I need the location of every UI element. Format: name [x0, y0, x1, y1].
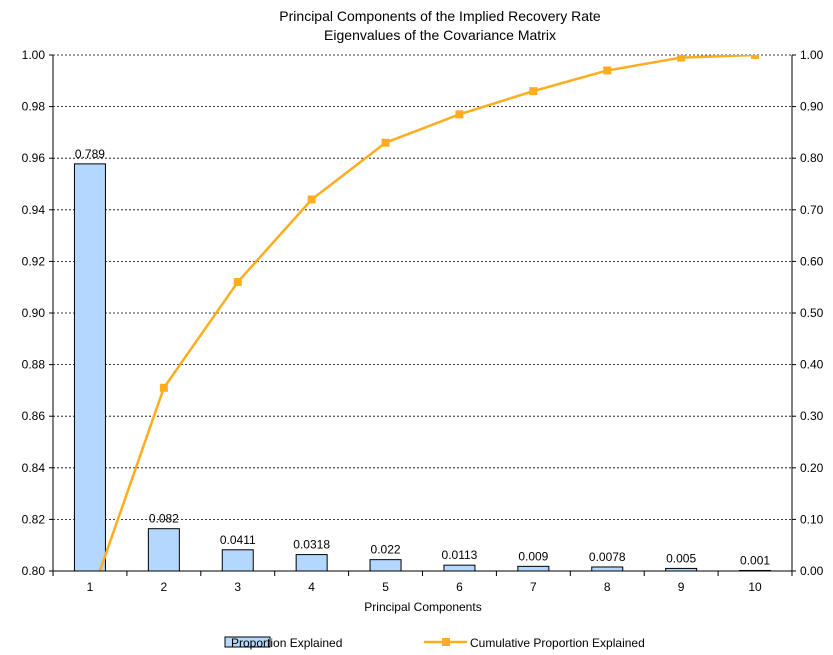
bar-data-label: 0.009 — [518, 549, 548, 563]
x-tick-label: 9 — [678, 580, 685, 594]
right-tick-label: 0.80 — [800, 151, 824, 165]
bar-data-label: 0.0078 — [589, 550, 626, 564]
x-tick-label: 8 — [604, 580, 611, 594]
x-tick-label: 10 — [748, 580, 762, 594]
left-tick-label: 0.98 — [22, 100, 46, 114]
right-tick-label: 0.00 — [800, 564, 824, 578]
x-tick-label: 1 — [87, 580, 94, 594]
x-tick-label: 7 — [530, 580, 537, 594]
legend-label-line: Cumulative Proportion Explained — [470, 636, 645, 650]
bar — [517, 565, 550, 572]
line-marker — [233, 278, 242, 287]
cumulative-line — [98, 55, 756, 571]
left-tick-label: 0.80 — [22, 564, 46, 578]
bar — [147, 528, 180, 572]
right-tick-label: 0.40 — [800, 358, 824, 372]
bar — [369, 559, 402, 572]
left-tick-label: 0.82 — [22, 512, 46, 526]
line-marker — [307, 195, 316, 204]
x-tick-label: 2 — [161, 580, 168, 594]
line-marker — [603, 66, 612, 75]
right-tick-label: 0.90 — [800, 100, 824, 114]
bar — [591, 566, 624, 572]
legend-swatch-marker — [442, 638, 450, 646]
bar — [295, 554, 328, 572]
labels: 0.80 0.82 0.84 0.86 0.88 0.90 0.92 0.94 0.96 0.98… — [22, 48, 824, 594]
x-tick-label: 3 — [234, 580, 241, 594]
bar-data-label: 0.789 — [75, 147, 105, 161]
axes — [49, 54, 796, 576]
right-tick-label: 0.30 — [800, 409, 824, 423]
right-tick-label: 1.00 — [800, 48, 824, 62]
bar — [443, 564, 476, 572]
line-marker — [529, 87, 538, 96]
left-tick-label: 0.84 — [22, 461, 46, 475]
bar — [221, 549, 254, 572]
bar-data-label: 0.001 — [740, 553, 770, 567]
bar-data-label: 0.005 — [666, 551, 696, 565]
chart-subtitle: Eigenvalues of the Covariance Matrix — [324, 27, 556, 43]
line-marker — [159, 383, 168, 392]
left-tick-label: 0.90 — [22, 306, 46, 320]
left-tick-label: 0.94 — [22, 203, 46, 217]
x-tick-label: 5 — [382, 580, 389, 594]
line-series — [98, 55, 760, 571]
left-tick-label: 1.00 — [22, 48, 46, 62]
line-marker — [455, 110, 464, 119]
left-tick-label: 0.92 — [22, 254, 46, 268]
bar-data-label: 0.022 — [371, 543, 401, 557]
bar-data-label: 0.0411 — [220, 533, 256, 547]
right-tick-label: 0.70 — [800, 203, 824, 217]
x-tick-label: 4 — [308, 580, 315, 594]
bar-data-label: 0.082 — [149, 512, 179, 526]
line-marker — [751, 55, 760, 59]
legend-swatch-bar — [224, 636, 271, 648]
bar-data-label: 0.0318 — [293, 538, 330, 552]
right-tick-label: 0.60 — [800, 254, 824, 268]
line-marker — [381, 138, 390, 147]
chart-title: Principal Components of the Implied Reco… — [279, 8, 601, 24]
bar-data-label: 0.0113 — [442, 548, 478, 562]
left-tick-label: 0.88 — [22, 358, 46, 372]
right-tick-label: 0.10 — [800, 512, 824, 526]
bar — [73, 163, 106, 572]
legend: Proportion Explained Cumulative Proporti… — [224, 636, 645, 650]
gridlines — [53, 54, 792, 520]
legend-label-bar: Proportion Explained — [231, 636, 342, 650]
x-tick-label: 6 — [456, 580, 463, 594]
left-tick-label: 0.86 — [22, 409, 46, 423]
x-axis-label: Principal Components — [364, 600, 481, 614]
right-tick-label: 0.50 — [800, 306, 824, 320]
right-tick-label: 0.20 — [800, 461, 824, 475]
line-group — [98, 55, 760, 571]
line-marker — [677, 55, 686, 62]
left-tick-label: 0.96 — [22, 151, 46, 165]
